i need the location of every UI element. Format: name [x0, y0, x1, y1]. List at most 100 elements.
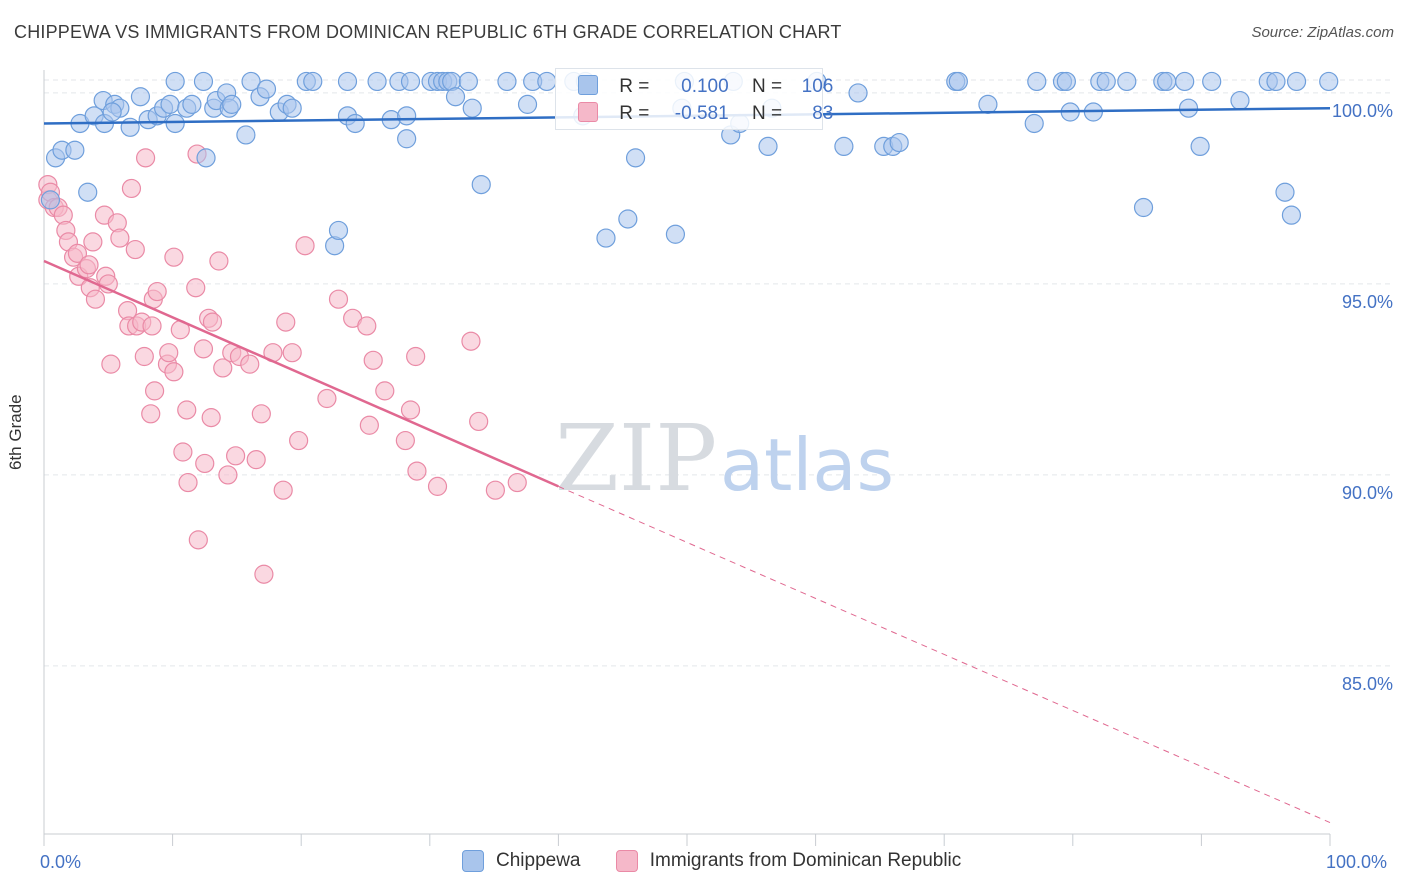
chippewa-point [618, 209, 638, 229]
chippewa-point [978, 94, 998, 114]
chippewa-point [282, 98, 302, 118]
legend-item-chippewa: Chippewa [462, 850, 581, 872]
legend-n-value: 83 [812, 103, 834, 124]
dominican-point [246, 450, 266, 470]
chippewa-point [337, 71, 358, 92]
chippewa-point [78, 182, 98, 202]
dominican-point [141, 404, 161, 424]
dominican-point [110, 228, 130, 248]
chippewa-point [1178, 98, 1199, 118]
chippewa-point [256, 79, 277, 99]
legend-r-value: -0.581 [674, 103, 729, 124]
dominican-point [121, 178, 142, 199]
chippewa-points [40, 71, 1339, 256]
dominican-point [101, 354, 121, 374]
y-axis-title: 6th Grade [6, 394, 25, 470]
chippewa-point [1133, 197, 1154, 218]
dominican-point [164, 362, 184, 382]
chippewa-point [537, 71, 557, 92]
dominican-point [395, 430, 415, 451]
legend-r-label: R = [619, 103, 650, 124]
chippewa-point [848, 83, 868, 103]
dominican-point [240, 354, 260, 374]
dominican-point [317, 388, 337, 409]
y-tick-label: 100.0% [1331, 100, 1393, 121]
chippewa-point [40, 190, 61, 210]
legend-swatch-chippewa [578, 75, 598, 95]
legend-n-value: 106 [801, 76, 834, 97]
chippewa-point [1056, 71, 1076, 92]
chippewa-point [328, 220, 349, 241]
legend-label-dominican: Immigrants from Dominican Republic [649, 850, 962, 871]
dominican-trend-line [43, 259, 559, 488]
dominican-point [83, 232, 103, 252]
chippewa-point [1175, 71, 1195, 92]
chippewa-point [1230, 90, 1250, 111]
dominican-point [173, 442, 193, 462]
legend-n-label: N = [751, 103, 783, 124]
legend-row-dominican: R = -0.581 N = 83 [578, 102, 833, 126]
chippewa-point [182, 94, 202, 114]
chart-title: CHIPPEWA VS IMMIGRANTS FROM DOMINICAN RE… [14, 22, 842, 42]
watermark: ZIP atlas [555, 405, 894, 512]
chippewa-point [889, 132, 909, 153]
chippewa-point [1266, 71, 1286, 92]
chippewa-point [1157, 71, 1177, 92]
dominican-point [328, 289, 349, 309]
chippewa-point [471, 175, 491, 195]
dominican-point [186, 278, 206, 298]
dominican-point [461, 331, 481, 351]
chippewa-point [400, 71, 421, 92]
chippewa-point [625, 148, 646, 168]
chippewa-point [665, 224, 686, 244]
legend-r-value: 0.100 [681, 76, 729, 97]
dominican-point [427, 476, 448, 496]
chippewa-point [222, 94, 242, 114]
legend-label-chippewa: Chippewa [496, 850, 581, 871]
dominican-point [202, 312, 223, 332]
dominican-point [226, 446, 246, 466]
dominican-point [195, 453, 215, 474]
dominican-point [406, 346, 426, 367]
chippewa-point [1027, 71, 1047, 92]
dominican-point [282, 343, 302, 363]
legend-swatch-dominican [578, 102, 598, 122]
dominican-point [254, 564, 274, 584]
watermark-atlas: atlas [720, 423, 894, 507]
dominican-point [147, 281, 167, 302]
chippewa-point [834, 136, 854, 156]
chippewa-point [130, 87, 151, 107]
dominican-point [142, 316, 162, 336]
dominican-point [251, 404, 271, 424]
chippewa-point [241, 71, 261, 92]
dominican-point [400, 400, 421, 420]
dominican-point [164, 247, 184, 267]
chippewa-point [458, 71, 478, 92]
chippewa-point [160, 94, 180, 114]
dominican-point [178, 472, 198, 493]
dominican-point [485, 480, 505, 500]
chippewa-point [596, 228, 616, 248]
chippewa-point [462, 98, 482, 118]
chippewa-point [517, 94, 538, 114]
dominican-point [67, 243, 88, 263]
chippewa-point [345, 113, 365, 134]
legend-row-chippewa: R = 0.100 N = 106 [578, 75, 833, 99]
dominican-point [273, 480, 293, 500]
chippewa-point [758, 136, 778, 156]
legend-r-label: R = [619, 76, 650, 97]
chippewa-point [1096, 71, 1116, 92]
dominican-point [213, 358, 233, 378]
chippewa-point [120, 117, 140, 137]
dominican-point [363, 350, 383, 370]
dominican-point [357, 316, 377, 336]
chippewa-point [1024, 113, 1044, 134]
chippewa-point [1319, 71, 1339, 92]
dominican-point [289, 430, 309, 451]
chippewa-point [196, 148, 216, 168]
chippewa-point [1202, 71, 1222, 92]
dominican-point [188, 530, 208, 550]
chippewa-point [397, 129, 417, 149]
chippewa-point [1275, 182, 1295, 202]
source-credit: Source: ZipAtlas.com [1251, 24, 1394, 41]
